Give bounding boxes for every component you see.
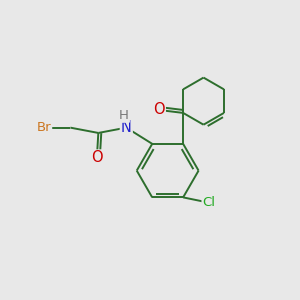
Text: Cl: Cl — [202, 196, 215, 209]
Text: N: N — [121, 120, 132, 135]
Text: Br: Br — [37, 121, 51, 134]
Text: H: H — [119, 109, 129, 122]
Text: O: O — [91, 151, 103, 166]
Text: O: O — [153, 103, 165, 118]
